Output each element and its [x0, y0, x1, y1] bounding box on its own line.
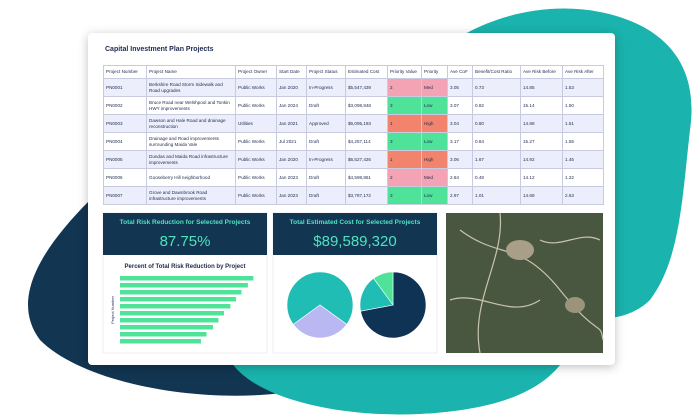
table-cell: PN0007 — [103, 186, 147, 205]
table-cell: Jan 2023 — [276, 186, 307, 205]
kpi-value: 87.75% — [160, 233, 211, 250]
table-cell: 0.80 — [472, 114, 521, 133]
table-cell: Dawson and Hale Road and drainage recons… — [146, 114, 236, 133]
bar — [120, 283, 248, 288]
table-cell: Public Works — [235, 78, 277, 97]
table-cell: Public Works — [235, 186, 277, 205]
table-cell: 3 — [387, 96, 422, 115]
table-cell: Public Works — [235, 150, 277, 169]
table-cell: Dundas and Maida Road infrastructure imp… — [146, 150, 236, 169]
header-row: Project Number Project Name Project Owner S… — [103, 65, 604, 79]
chart-title: Percent of Total Risk Reduction by Proje… — [125, 264, 246, 270]
table-row: PN0007 Grove and Dawnbrook Road infrastru… — [103, 186, 604, 205]
map — [446, 212, 604, 354]
table-cell: PN0003 — [103, 114, 147, 133]
table-cell: 14.92 — [520, 150, 563, 169]
table-cell: Med — [421, 78, 448, 97]
table-row: PN0006 Gooseberry Hill neighborhood Public… — [103, 168, 604, 187]
table-cell: Jan 2020 — [276, 78, 307, 97]
table-cell: 3.05 — [447, 78, 473, 97]
table-cell: Draft — [306, 186, 346, 205]
table-cell: 1.45 — [562, 150, 604, 169]
pie-slice — [373, 271, 394, 306]
table-cell: 2 — [387, 78, 422, 97]
bar — [120, 311, 224, 316]
column-header: Benefit/Cost Ratio — [472, 65, 521, 79]
bar — [120, 290, 242, 295]
table-row: PN0005 Dundas and Maida Road infrastructu… — [103, 150, 604, 169]
table-row: PN0003 Dawson and Hale Road and drainage … — [103, 114, 604, 133]
table-cell: Low — [421, 96, 448, 115]
table-cell: Jan 2021 — [276, 114, 307, 133]
kpi-value: $89,589,320 — [313, 233, 396, 250]
kpi-header — [273, 213, 437, 255]
kpi-title: Total Risk Reduction for Selected Projec… — [120, 219, 251, 226]
axis-label: Project Number — [110, 295, 115, 323]
bar — [120, 332, 207, 337]
table-body: PN0001 Berkshire Road Storm Sidewalk and … — [103, 78, 604, 205]
table-cell: 2 — [387, 168, 422, 187]
table-cell: $6,095,193 — [345, 114, 388, 133]
table-cell: 1.51 — [562, 114, 604, 133]
column-header: Priority Value — [387, 65, 422, 79]
bar — [120, 325, 213, 330]
table-cell: Grove and Dawnbrook Road infrastructure … — [146, 186, 236, 205]
kpi-title: Total Estimated Cost for Selected Projec… — [290, 219, 421, 226]
table-cell: In-Progress — [306, 78, 346, 97]
table-cell: 3 — [387, 186, 422, 205]
table-row: PN0002 Bruce Road near Welshpool and Tonk… — [103, 96, 604, 115]
table-cell: 1 — [387, 114, 422, 133]
column-header: Project Owner — [235, 65, 277, 79]
table-cell: PN0001 — [103, 78, 147, 97]
table-cell: 2.63 — [562, 186, 604, 205]
table-cell: 1.53 — [562, 78, 604, 97]
table-cell: 14.85 — [520, 78, 563, 97]
bar — [120, 339, 201, 344]
bar — [120, 276, 254, 281]
kpi-header — [103, 213, 267, 255]
column-header: Project Status — [306, 65, 346, 79]
teal-blob-bottom — [230, 360, 560, 415]
projects-table: Project Number Project Name Project Owner S… — [103, 65, 604, 205]
pie-slice — [286, 271, 354, 325]
pie-slice — [292, 304, 348, 339]
table-cell: $3,787,172 — [345, 186, 388, 205]
bar — [120, 304, 231, 309]
table-cell: High — [421, 114, 448, 133]
table-cell: Med — [421, 168, 448, 187]
table-cell: 2.97 — [447, 186, 473, 205]
table-cell: In-Progress — [306, 150, 346, 169]
table-cell: 1.01 — [472, 186, 521, 205]
table-cell: Approved — [306, 114, 346, 133]
table-cell: Low — [421, 186, 448, 205]
bar — [120, 297, 236, 302]
table-cell: Low — [421, 132, 448, 151]
table-cell: $6,527,426 — [345, 150, 388, 169]
table-cell: 14.68 — [520, 186, 563, 205]
table-cell: 14.88 — [520, 114, 563, 133]
table-cell: 3 — [387, 132, 422, 151]
dashboard-card: Capital Investment Plan Projects Project… — [88, 33, 615, 365]
dashboard-title: Capital Investment Plan Projects — [105, 46, 214, 53]
table-cell: 1.67 — [472, 150, 521, 169]
table-row: PN0001 Berkshire Road Storm Sidewalk and … — [103, 78, 604, 97]
bar — [120, 318, 219, 323]
